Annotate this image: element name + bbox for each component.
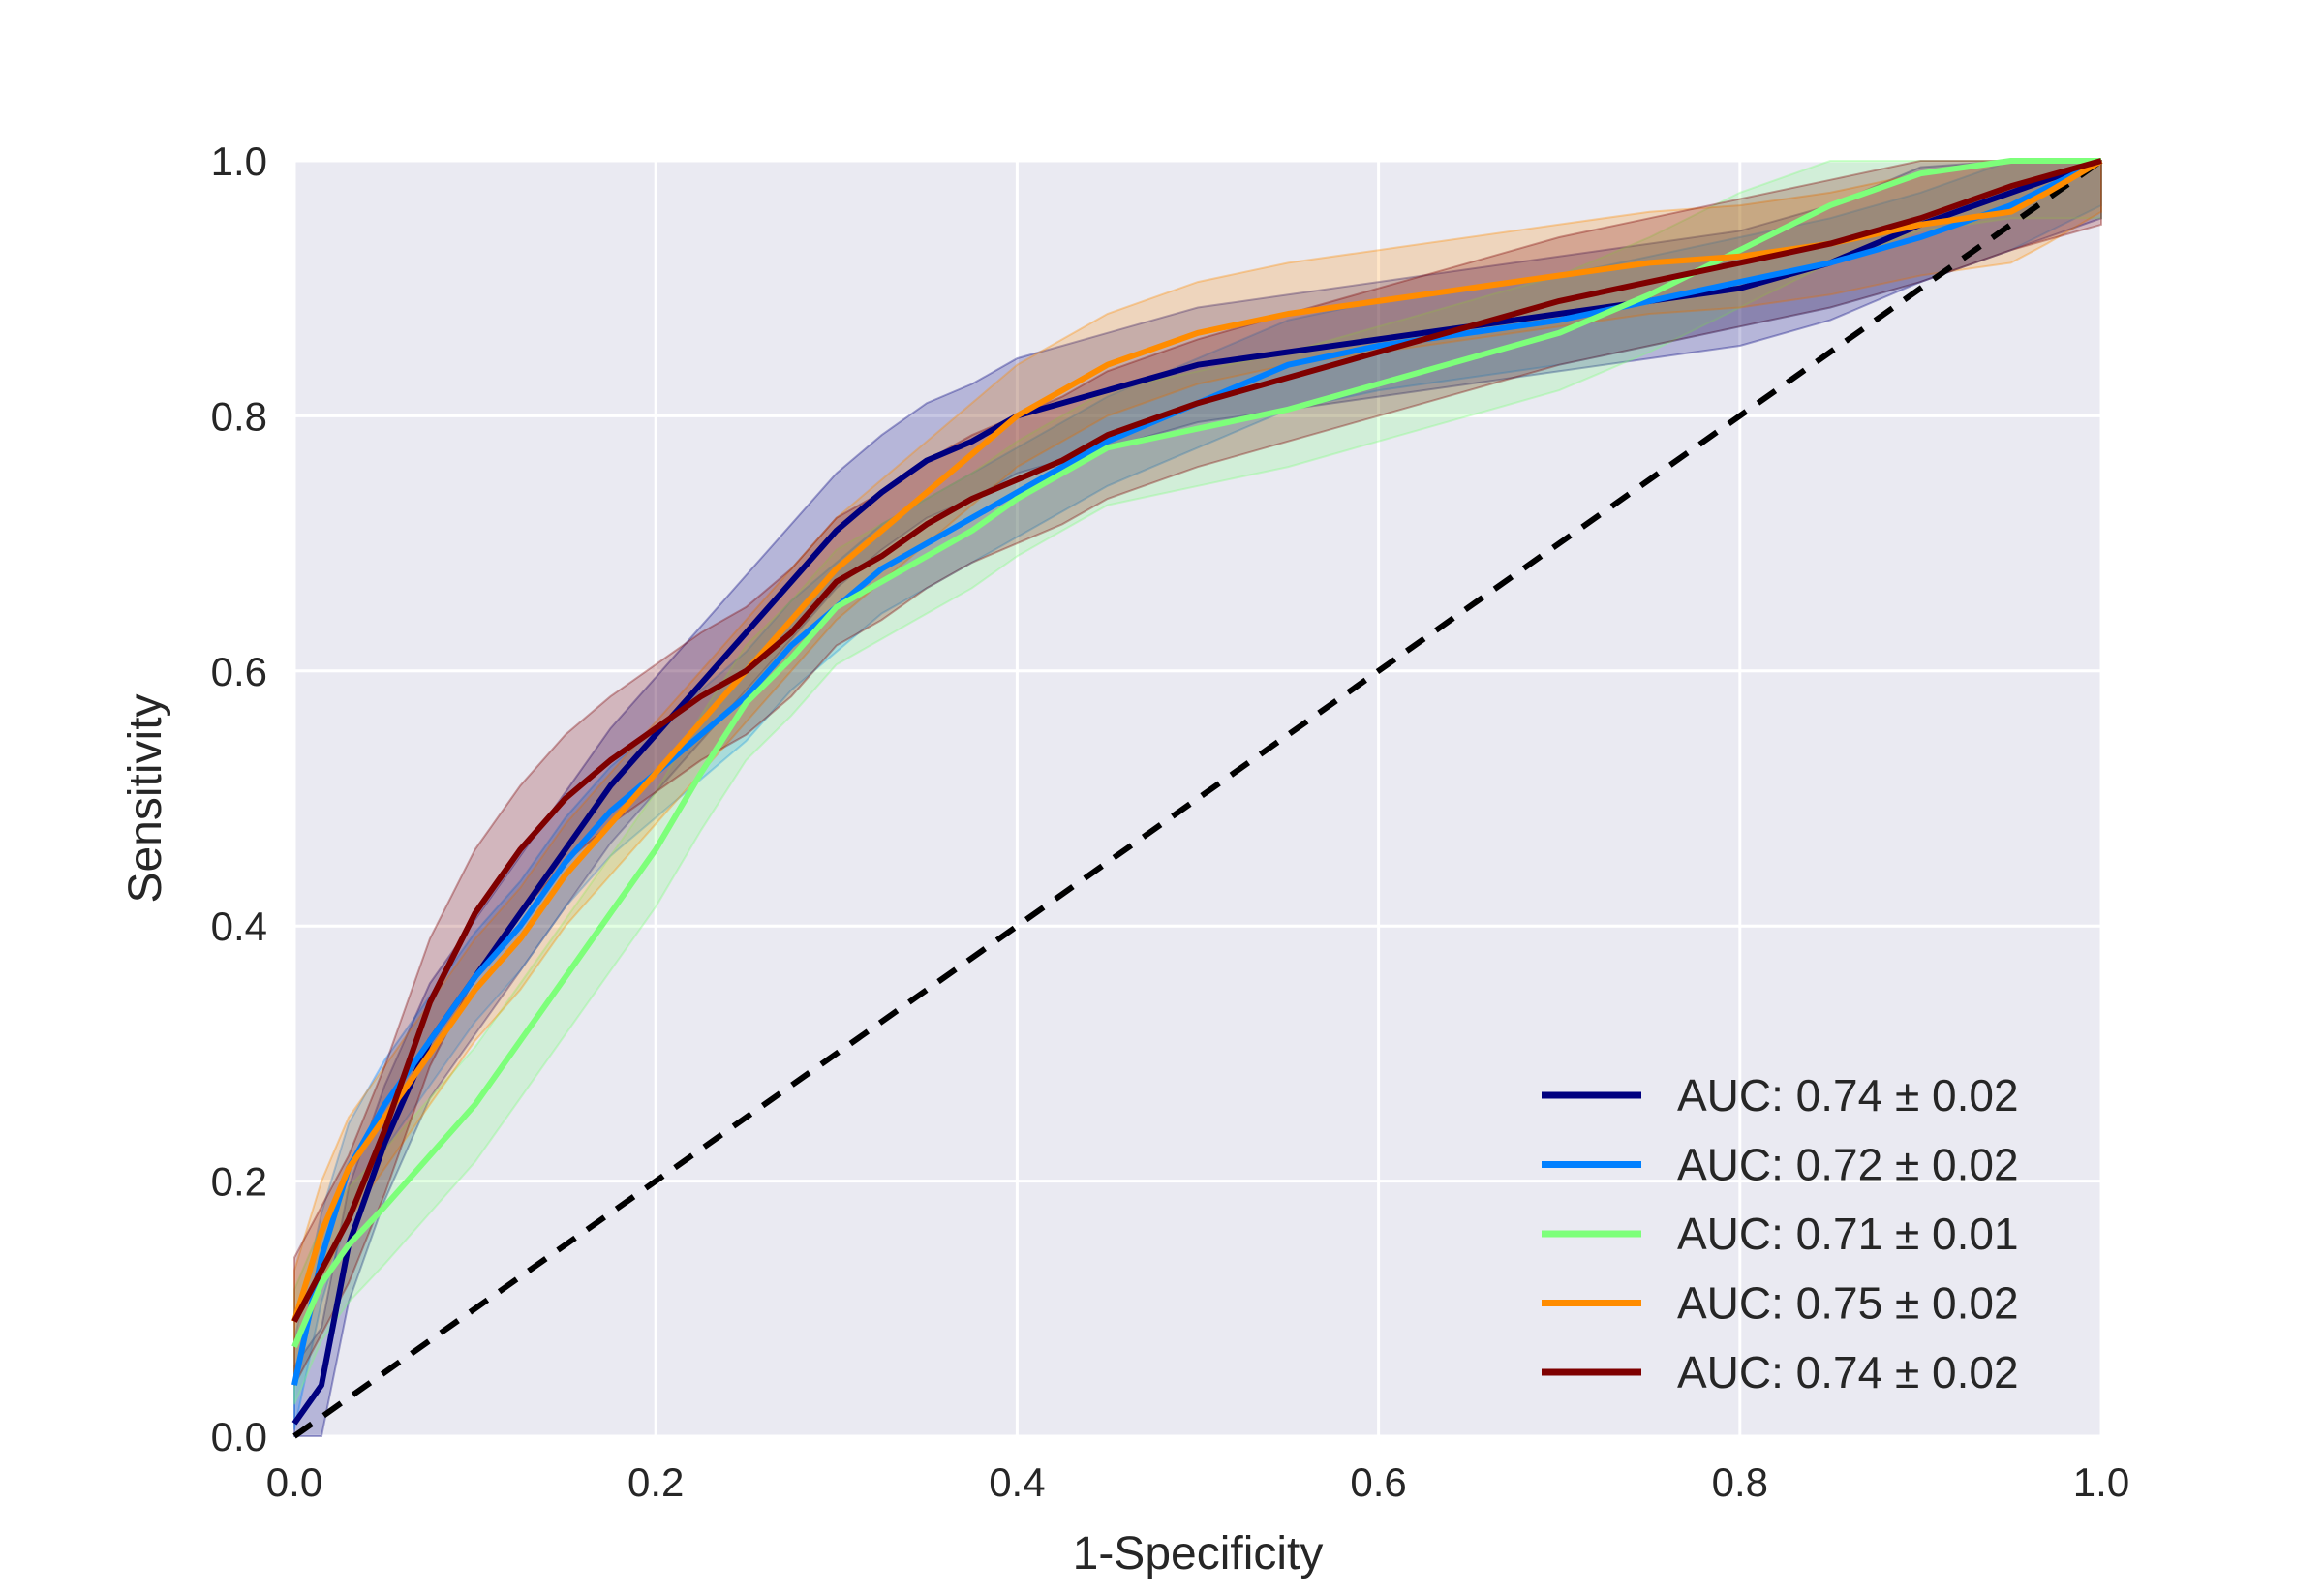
- x-tick-label: 0.0: [266, 1459, 322, 1505]
- roc-curve-2: [291, 158, 2103, 1386]
- y-tick-label: 0.6: [211, 649, 267, 694]
- x-tick-label: 0.2: [627, 1459, 684, 1505]
- chance-diagonal-line: [292, 158, 2103, 1439]
- confidence-band-1: [293, 160, 2102, 1437]
- y-tick-label: 0.8: [211, 393, 267, 439]
- legend-label-2: AUC: 0.72 ± 0.02: [1677, 1140, 2019, 1190]
- y-axis-label: Sensitivity: [120, 693, 171, 903]
- x-tick-label: 0.4: [989, 1459, 1045, 1505]
- y-tick-label: 0.2: [211, 1159, 267, 1205]
- y-tick-label: 0.4: [211, 904, 267, 949]
- legend-label-3: AUC: 0.71 ± 0.01: [1677, 1209, 2019, 1259]
- x-tick-label: 0.8: [1712, 1459, 1768, 1505]
- legend-label-5: AUC: 0.74 ± 0.02: [1677, 1347, 2019, 1397]
- y-tick-label: 1.0: [211, 138, 267, 184]
- x-tick-labels: 0.0 0.2 0.4 0.6 0.8 1.0: [266, 1459, 2129, 1505]
- legend-label-1: AUC: 0.74 ± 0.02: [1677, 1070, 2019, 1120]
- grid-lines: [292, 159, 2103, 1438]
- y-tick-labels: 0.0 0.2 0.4 0.6 0.8 1.0: [211, 138, 267, 1459]
- roc-curve-4: [291, 158, 2103, 1323]
- y-tick-label: 0.0: [211, 1414, 267, 1459]
- confidence-band-4: [293, 160, 2102, 1373]
- roc-curves: [291, 158, 2103, 1426]
- legend-label-4: AUC: 0.75 ± 0.02: [1677, 1278, 2019, 1329]
- roc-curve-3: [291, 158, 2101, 1348]
- chance-line: [292, 158, 2103, 1439]
- x-tick-label: 1.0: [2073, 1459, 2129, 1505]
- legend: AUC: 0.74 ± 0.02 AUC: 0.72 ± 0.02 AUC: 0.7…: [1542, 1070, 2019, 1397]
- x-tick-label: 0.6: [1350, 1459, 1406, 1505]
- confidence-band-3: [293, 160, 2102, 1405]
- roc-curve-5: [291, 158, 2102, 1323]
- x-axis-label: 1-Specificity: [1073, 1528, 1324, 1580]
- confidence-band-2: [293, 160, 2102, 1430]
